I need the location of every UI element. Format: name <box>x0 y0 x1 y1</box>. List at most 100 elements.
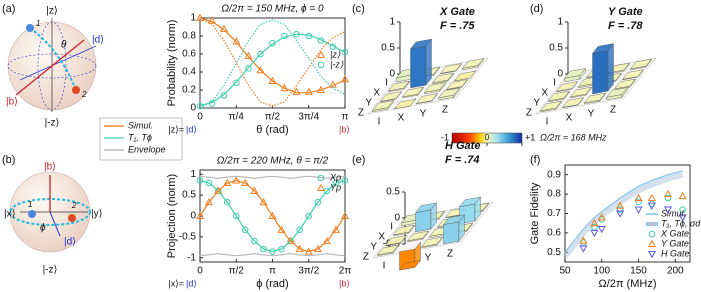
x-tick-label: 0 <box>197 266 203 277</box>
panel-label: (d) <box>530 3 543 15</box>
bar <box>432 72 454 85</box>
state-label: |b⟩ <box>6 97 18 108</box>
bar <box>388 80 410 93</box>
bar <box>424 81 446 95</box>
bar-top <box>440 63 462 74</box>
row-label: Y <box>370 242 377 253</box>
z-tick-label: 0 <box>394 213 400 224</box>
column-label: Z <box>442 105 448 116</box>
bar <box>377 244 399 257</box>
marker <box>314 198 322 206</box>
y-tick-label: 0.7 <box>547 208 561 219</box>
marker <box>220 92 228 99</box>
legend-label: X Gate <box>660 228 689 238</box>
marker <box>590 218 599 227</box>
panel-label: (f) <box>530 154 540 166</box>
marker <box>207 16 217 24</box>
x-axis-label: Ω/2π (MHz) <box>599 278 657 290</box>
y-axis-label: Projection (norm) <box>166 174 178 258</box>
marker <box>663 189 672 198</box>
marker <box>341 177 349 184</box>
marker <box>590 229 599 238</box>
bar <box>416 93 438 105</box>
point-label: 1 <box>36 19 40 28</box>
bar <box>394 97 416 110</box>
bar-top <box>443 214 465 225</box>
state-label: |y⟩ <box>91 209 103 220</box>
bar <box>630 58 652 71</box>
y-tick-label: 0.8 <box>547 189 561 200</box>
bar <box>438 87 460 101</box>
bar <box>540 100 562 113</box>
marker <box>256 65 265 74</box>
bar-front <box>443 221 460 245</box>
marker <box>204 197 214 206</box>
row-label: Z <box>526 108 532 119</box>
row-label: I <box>385 78 388 89</box>
bar <box>454 69 476 82</box>
marker <box>322 236 331 245</box>
bar <box>462 57 484 71</box>
marker <box>317 174 325 182</box>
bar-top <box>394 98 416 110</box>
point-label: 2 <box>81 90 87 99</box>
bar-top <box>393 224 415 236</box>
row-label: Y <box>533 98 540 109</box>
series-line <box>199 33 346 106</box>
gate-fidelity: F = .78 <box>608 20 643 32</box>
row-label: X <box>378 232 385 243</box>
point-label: 1 <box>28 200 32 209</box>
z-tick-label: 0 <box>557 69 563 80</box>
bar-top <box>372 100 394 111</box>
chart-title: Ω/2π = 150 MHz, ϕ = 0 <box>221 4 324 15</box>
panel-label: (a) <box>2 3 15 15</box>
marker <box>616 206 624 213</box>
floor <box>367 57 489 115</box>
x-tick-label: π <box>342 112 349 123</box>
bar <box>393 224 415 237</box>
x-start-label: |x⟩= <box>168 278 184 288</box>
colorbar-label: Ω/2π = 168 MHz <box>540 132 607 142</box>
bar-top <box>614 78 636 90</box>
bar <box>385 235 407 247</box>
x-tick-label: π <box>269 266 276 277</box>
bar <box>440 63 462 75</box>
y-tick-label: 0.8 <box>182 31 196 42</box>
marker <box>278 245 285 253</box>
bar-top <box>421 236 443 248</box>
marker <box>663 206 672 214</box>
state-label: |-z⟩ <box>43 265 58 276</box>
legend-label: Simul. <box>661 208 686 218</box>
bar-top <box>540 100 562 112</box>
bar <box>562 97 584 109</box>
legend-label: T₁, Tϕ <box>128 132 152 142</box>
marker <box>269 39 276 47</box>
marker <box>214 186 223 194</box>
row-label: Z <box>363 252 369 263</box>
bar <box>622 69 644 81</box>
bar-front <box>415 209 432 233</box>
state-label: |d⟩ <box>64 237 76 248</box>
marker <box>332 179 340 187</box>
x-tick-label: 0 <box>197 112 203 123</box>
point-label: 2 <box>71 201 77 210</box>
column-label: I <box>383 261 386 272</box>
bar <box>372 99 394 113</box>
bar-top <box>622 69 644 80</box>
state-point <box>26 24 34 32</box>
marker <box>579 236 588 244</box>
row-label: Z <box>358 108 364 119</box>
y-tick-label: 0.6 <box>182 49 196 60</box>
y-axis-label: Gate Fidelity <box>529 182 541 244</box>
bar <box>402 86 424 99</box>
bar <box>421 236 443 249</box>
x-tick-label: 150 <box>630 266 647 277</box>
bar-top <box>407 230 429 242</box>
row-label: I <box>553 78 556 89</box>
bar <box>410 38 432 89</box>
marker <box>648 230 656 238</box>
bloch-sphere-b: |b⟩ |x⟩ |y⟩ |d⟩ |-z⟩ ϕ 1 2 <box>4 162 103 276</box>
column-label: X <box>566 113 573 124</box>
colorbar: -1 0 +1 Ω/2π = 168 MHz <box>441 132 607 146</box>
